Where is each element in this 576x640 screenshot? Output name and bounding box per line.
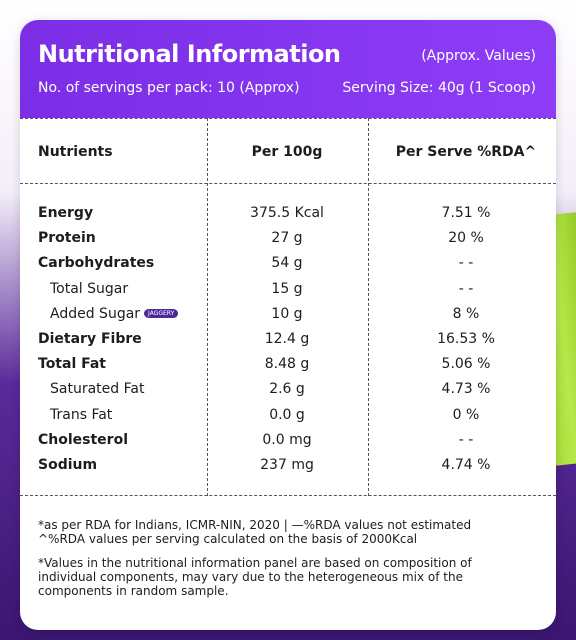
nutrient-name: Dietary Fibre: [38, 331, 142, 347]
footnote: ^%RDA values per serving calculated on t…: [38, 532, 418, 546]
nutrient-name: Protein: [38, 230, 96, 247]
nutrient-name: Energy: [38, 205, 94, 221]
nutrient-value: 375.5 Kcal: [250, 205, 324, 221]
divider: [20, 495, 556, 496]
footnote: *Values in the nutritional information p…: [38, 556, 472, 570]
nutrient-value: 12.4 g: [264, 331, 310, 347]
nutrient-value: 5.06 %: [441, 356, 491, 373]
nutrient-name: Sodium: [38, 457, 98, 473]
nutrient-name: Saturated Fat: [50, 381, 145, 398]
column-header: Per Serve %RDA^: [395, 144, 537, 160]
nutrient-name: Total Sugar: [50, 280, 129, 297]
nutrient-value: 2.6 g: [269, 381, 305, 398]
divider: [207, 118, 208, 496]
nutrient-value: - -: [458, 431, 474, 448]
nutrient-value: 16.53 %: [437, 331, 495, 347]
column-header: Per 100g: [251, 144, 323, 160]
nutrient-name: Cholesterol: [38, 431, 128, 448]
card-header: Nutritional Information (Approx. Values)…: [20, 20, 556, 118]
nutrient-value: - -: [458, 280, 474, 297]
divider: [20, 183, 556, 184]
title: Nutritional Information: [38, 40, 341, 68]
nutrient-name: Carbohydrates: [38, 255, 155, 272]
footnote: individual components, may vary due to t…: [38, 570, 463, 584]
nutrient-value: 8 %: [452, 305, 480, 322]
column-header: Nutrients: [38, 144, 113, 160]
nutrient-value: 8.48 g: [264, 356, 310, 373]
badge: JAGGERY: [144, 308, 179, 318]
nutrient-value: 20 %: [448, 230, 484, 247]
nutrient-name: Added Sugar JAGGERY: [50, 306, 179, 322]
nutrient-value: 237 mg: [260, 457, 314, 473]
serving-size: Serving Size: 40g (1 Scoop): [342, 80, 536, 96]
footnote: *as per RDA for Indians, ICMR-NIN, 2020 …: [38, 518, 472, 532]
nutrient-value: 54 g: [271, 255, 303, 272]
footnote: components in random sample.: [38, 584, 229, 598]
nutrient-value: 15 g: [271, 280, 303, 297]
nutrient-value: 4.73 %: [441, 381, 491, 398]
nutrient-value: 0.0 mg: [262, 431, 312, 448]
servings: No. of servings per pack: 10 (Approx): [38, 80, 300, 96]
nutrient-name: Total Fat: [38, 356, 107, 373]
note: (Approx. Values): [421, 48, 536, 64]
nutrient-value: - -: [458, 255, 474, 272]
nutrient-value: 27 g: [271, 230, 303, 247]
nutrient-value: 10 g: [271, 305, 303, 322]
nutrient-value: 0.0 g: [269, 406, 305, 423]
divider: [368, 118, 369, 496]
nutrient-value: 0 %: [452, 406, 480, 423]
nutrient-name: Trans Fat: [50, 406, 113, 423]
nutrient-value: 7.51 %: [441, 205, 491, 221]
nutrient-value: 4.74 %: [441, 457, 491, 473]
divider: [20, 118, 556, 119]
nutrition-card: Nutritional Information (Approx. Values)…: [20, 20, 556, 630]
